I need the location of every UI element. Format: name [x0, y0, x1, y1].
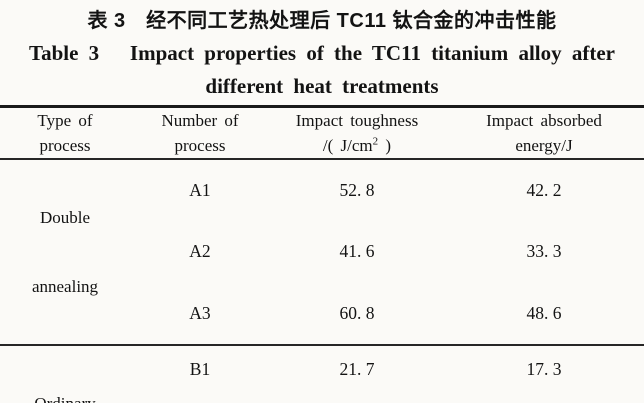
header-toughness-line1: Impact toughness — [295, 111, 419, 130]
absorbed-energy-cell: 17. 3 — [444, 343, 644, 393]
toughness-unit-suffix: ) — [378, 136, 392, 155]
header-number-line2: process — [174, 136, 226, 155]
col-header-type-of-process: Type of process — [0, 106, 130, 160]
process-number-cell: A3 — [189, 302, 211, 323]
header-row: Type of process Number of process Impact… — [0, 106, 644, 160]
table-caption-chinese: 表 3 经不同工艺热处理后 TC11 钛合金的冲击性能 — [87, 10, 557, 32]
header-energy-line1: Impact absorbed — [486, 111, 602, 130]
impact-properties-table: Type of process Number of process Impact… — [0, 105, 644, 403]
col-header-impact-absorbed-energy: Impact absorbed energy/J — [444, 106, 644, 160]
process-number-cell: A1 — [189, 180, 211, 201]
process-number-cell: B1 — [130, 343, 270, 393]
absorbed-energy-cell: 42. 2 — [526, 180, 562, 201]
header-type-line1: Type of — [37, 111, 93, 130]
impact-toughness-cell: 41. 6 — [339, 241, 375, 262]
header-type-line2: process — [39, 136, 91, 155]
impact-toughness-cell: 52. 8 — [339, 180, 375, 201]
type-cell-double-annealing: Double annealing — [0, 159, 130, 345]
absorbed-energy-cell: 33. 8 — [444, 392, 644, 403]
col-header-number-of-process: Number of process — [130, 106, 270, 160]
table-row-a1: Double annealing A1 52. 8 42. 2 — [0, 159, 644, 296]
type-double-line1: Double — [39, 208, 91, 227]
absorbed-energy-cell: 33. 3 — [526, 241, 562, 262]
impact-toughness-cell: 42. 1 — [270, 392, 444, 403]
table-caption-english-line1: Table 3 Impact properties of the TC11 ti… — [28, 41, 615, 65]
type-double-line2: annealing — [31, 277, 99, 296]
type-cell-ordinary-annealing: Ordinary annealing — [0, 344, 130, 403]
type-ordinary-line1: Ordinary — [0, 392, 130, 403]
table-row-b1: Ordinary annealing B1 21. 7 17. 3 — [0, 343, 644, 403]
impact-toughness-cell: 60. 8 — [339, 302, 375, 323]
header-number-line1: Number of — [161, 111, 239, 130]
process-number-cell: B2 — [130, 392, 270, 403]
absorbed-energy-cell: 48. 6 — [526, 302, 562, 323]
toughness-unit-prefix: /( J/cm — [322, 136, 373, 155]
header-energy-line2: energy/J — [515, 136, 573, 155]
table-caption-english-line2: different heat treatments — [205, 74, 439, 98]
table-row-a3: A3 60. 8 48. 6 — [0, 282, 644, 345]
table-row-a2: A2 41. 6 33. 3 — [0, 222, 644, 283]
col-header-impact-toughness: Impact toughness /( J/cm2 ) — [270, 106, 444, 160]
toughness-unit-superscript: 2 — [372, 135, 379, 148]
impact-toughness-cell: 21. 7 — [270, 343, 444, 393]
process-number-cell: A2 — [189, 241, 211, 262]
header-toughness-unit: /( J/cm2 ) — [270, 133, 444, 158]
